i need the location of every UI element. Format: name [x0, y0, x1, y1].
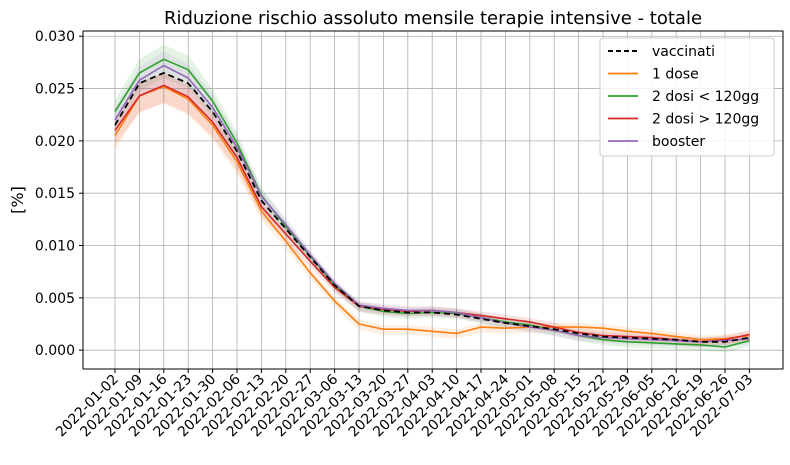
legend-label: vaccinati: [652, 44, 715, 60]
y-tick-label: 0.010: [35, 239, 75, 255]
y-axis-label: [%]: [8, 186, 27, 214]
legend-label: 2 dosi > 120gg: [652, 112, 759, 128]
series-line-booster: [114, 64, 750, 343]
y-tick-label: 0.005: [35, 291, 75, 307]
plot-frame: [82, 30, 784, 370]
y-tick-label: 0.000: [35, 343, 75, 359]
y-tick-label: 0.030: [35, 29, 75, 45]
series-lines: [114, 58, 750, 348]
band-2-dosi-120gg: [115, 72, 750, 348]
y-tick-label: 0.020: [35, 134, 75, 150]
series-line-2-dosi-120gg: [114, 58, 750, 348]
legend-box: [599, 37, 775, 157]
legend-label: 2 dosi < 120gg: [652, 89, 759, 105]
band-1-dose: [115, 73, 750, 346]
y-tick-label: 0.025: [35, 82, 75, 98]
series-line-vaccinati: [114, 72, 750, 343]
legend-label: 1 dose: [652, 67, 699, 83]
grid: [83, 31, 783, 369]
series-line-1-dose: [114, 85, 750, 341]
legend-label: booster: [652, 134, 705, 150]
x-axis: 2022-01-022022-01-092022-01-162022-01-23…: [53, 369, 756, 440]
band-booster: [115, 51, 750, 348]
y-axis: 0.000 0.005 0.010 0.015 0.020 0.025 0.030: [35, 29, 83, 359]
band-2-dosi-120gg: [115, 44, 750, 353]
chart-title: Riduzione rischio assoluto mensile terap…: [164, 8, 702, 29]
confidence-bands: [115, 44, 750, 353]
y-tick-label: 0.015: [35, 186, 75, 202]
legend: vaccinati 1 dose 2 dosi < 120gg 2 dosi > 12…: [599, 37, 775, 157]
